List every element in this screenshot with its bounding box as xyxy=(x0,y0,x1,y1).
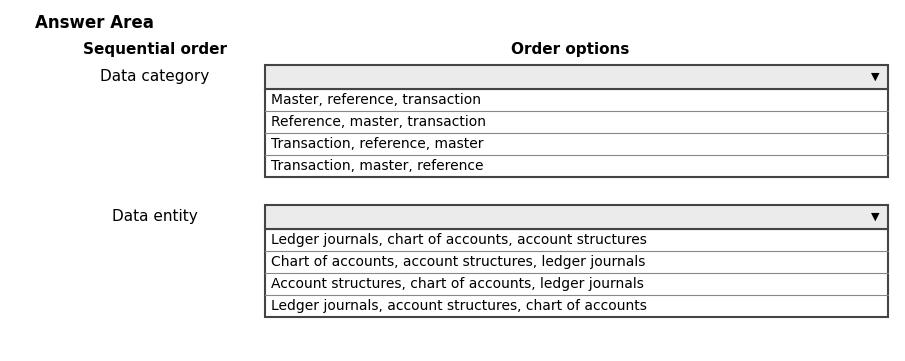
Text: ▼: ▼ xyxy=(871,212,880,222)
Bar xyxy=(265,229,888,317)
Text: Sequential order: Sequential order xyxy=(83,42,227,57)
Bar xyxy=(265,65,888,89)
Text: Ledger journals, chart of accounts, account structures: Ledger journals, chart of accounts, acco… xyxy=(271,233,647,247)
Text: Master, reference, transaction: Master, reference, transaction xyxy=(271,93,481,107)
Text: ▼: ▼ xyxy=(871,72,880,82)
Text: Answer Area: Answer Area xyxy=(35,14,154,32)
Text: Data category: Data category xyxy=(100,70,210,84)
Text: Chart of accounts, account structures, ledger journals: Chart of accounts, account structures, l… xyxy=(271,255,645,269)
Bar xyxy=(265,205,888,229)
Text: Transaction, reference, master: Transaction, reference, master xyxy=(271,137,483,151)
Bar xyxy=(265,89,888,177)
Text: Account structures, chart of accounts, ledger journals: Account structures, chart of accounts, l… xyxy=(271,277,643,291)
Text: Ledger journals, account structures, chart of accounts: Ledger journals, account structures, cha… xyxy=(271,299,647,313)
Text: Transaction, master, reference: Transaction, master, reference xyxy=(271,159,483,173)
Text: Reference, master, transaction: Reference, master, transaction xyxy=(271,115,486,129)
Text: Data entity: Data entity xyxy=(112,209,198,225)
Text: Order options: Order options xyxy=(510,42,629,57)
